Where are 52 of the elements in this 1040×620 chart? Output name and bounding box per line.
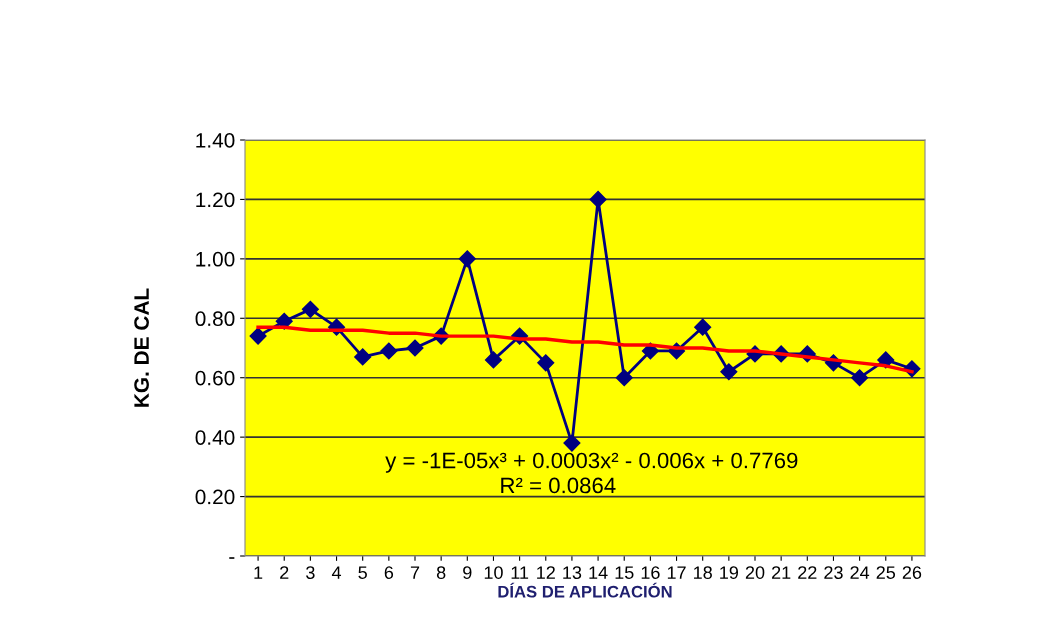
x-tick-label: 14 — [589, 566, 608, 579]
x-tick-label: 19 — [720, 566, 739, 579]
point — [589, 190, 607, 208]
annotation: y = -1E-05x³ + 0.0003x² - 0.006x + 0.7769 — [385, 452, 798, 473]
x-tick-label: 17 — [667, 566, 686, 579]
x-tick-label: 7 — [410, 566, 420, 579]
x-tick-label: 23 — [824, 566, 843, 579]
y-axis-title: KG. DE CAL — [134, 288, 149, 407]
point — [249, 327, 267, 345]
point — [615, 369, 633, 387]
point — [694, 318, 712, 336]
x-tick-label: 9 — [463, 566, 472, 579]
x-axis-title: DÍAS DE APLICACIÓN — [498, 582, 672, 598]
x-tick-label: 26 — [902, 566, 922, 579]
x-tick-label: 13 — [563, 566, 582, 579]
x-tick-label: 8 — [436, 566, 446, 579]
y-tick-label: 0.60 — [195, 370, 235, 386]
x-tick-label: 25 — [876, 566, 896, 579]
annotation: R² = 0.0864 — [501, 477, 616, 494]
x-tick-label: 3 — [306, 566, 315, 579]
x-tick-label: 10 — [484, 566, 503, 579]
point — [563, 434, 581, 452]
point — [537, 354, 555, 372]
x-tick-label: 6 — [384, 566, 394, 579]
y-tick-label: 0.40 — [195, 430, 235, 445]
y-tick-label: 1.40 — [196, 133, 235, 148]
x-tick-label: 15 — [615, 566, 634, 579]
y-tick-label: 0.80 — [195, 311, 235, 327]
point — [851, 369, 869, 387]
x-tick-label: 12 — [537, 566, 555, 579]
point — [484, 351, 503, 369]
x-tick-label: 4 — [331, 566, 342, 579]
point — [380, 342, 398, 360]
point — [720, 363, 738, 381]
y-tick-label: - — [229, 557, 235, 559]
x-tick-label: 11 — [511, 566, 529, 579]
x-tick-label: 5 — [358, 566, 367, 579]
y-tick-label: 1.20 — [196, 192, 235, 208]
y-tick-label: 0.20 — [195, 489, 235, 505]
x-tick-label: 21 — [772, 566, 791, 579]
point — [301, 300, 319, 318]
point — [406, 339, 424, 357]
x-tick-label: 22 — [798, 566, 817, 579]
x-tick-label: 20 — [745, 566, 765, 579]
y-tick-label: 1.00 — [196, 251, 235, 267]
x-tick-label: 16 — [641, 566, 660, 579]
x-tick-label: 18 — [694, 566, 712, 579]
x-tick-label: 24 — [850, 566, 870, 579]
point — [354, 348, 372, 366]
x-tick-label: 2 — [280, 566, 289, 579]
x-tick-label: 1 — [254, 566, 263, 579]
point — [458, 250, 476, 268]
